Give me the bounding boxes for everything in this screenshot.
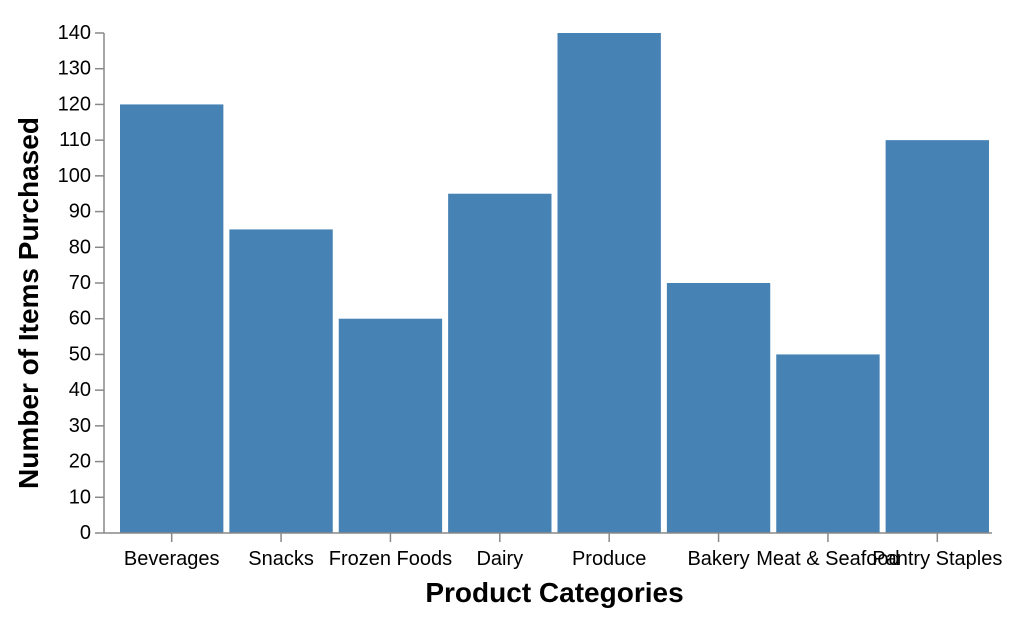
y-tick-label: 20	[69, 451, 91, 473]
y-tick-label: 80	[69, 236, 91, 258]
y-tick-label: 100	[58, 165, 91, 187]
x-tick-label-dairy: Dairy	[476, 548, 523, 570]
y-axis: 0 10 20 30 40 50 60 70 80 90 100 110 120 130 140	[58, 22, 105, 544]
y-tick-label: 40	[69, 379, 91, 401]
bar-dairy	[448, 193, 552, 533]
bar-pantry-staples	[885, 140, 989, 533]
y-tick-label: 60	[69, 308, 91, 330]
y-tick-label: 0	[80, 522, 91, 544]
y-tick-label: 130	[58, 58, 91, 80]
y-tick-label: 50	[69, 343, 91, 365]
bar-beverages	[120, 104, 224, 533]
y-tick-label: 90	[69, 201, 91, 223]
x-tick-label-beverages: Beverages	[124, 548, 220, 570]
bar-frozen-foods	[338, 318, 443, 533]
y-tick-label: 110	[59, 129, 91, 151]
x-tick-label-produce: Produce	[572, 548, 647, 570]
bars-group	[120, 33, 989, 533]
bar-snacks	[229, 229, 333, 533]
bar-produce	[557, 33, 661, 533]
y-tick-label: 70	[69, 272, 91, 294]
x-axis: Beverages Snacks Frozen Foods Dairy Produce B…	[104, 532, 1002, 570]
bar-bakery	[666, 283, 771, 533]
y-axis-title: Number of Items Purchased	[13, 117, 44, 489]
x-axis-title: Product Categories	[425, 577, 683, 608]
x-tick-label-frozen-foods: Frozen Foods	[329, 548, 452, 570]
x-tick-label-bakery: Bakery	[687, 548, 749, 570]
y-tick-label: 10	[69, 486, 91, 508]
y-tick-label: 30	[69, 415, 91, 437]
x-tick-label-meat-and-seafood: Meat & Seafood	[756, 548, 899, 570]
y-tick-label: 120	[58, 93, 91, 115]
x-tick-label-snacks: Snacks	[248, 548, 314, 570]
y-tick-label: 140	[58, 22, 91, 44]
bar-meat-and-seafood	[776, 354, 880, 533]
x-tick-label-pantry-staples: Pantry Staples	[872, 548, 1002, 570]
